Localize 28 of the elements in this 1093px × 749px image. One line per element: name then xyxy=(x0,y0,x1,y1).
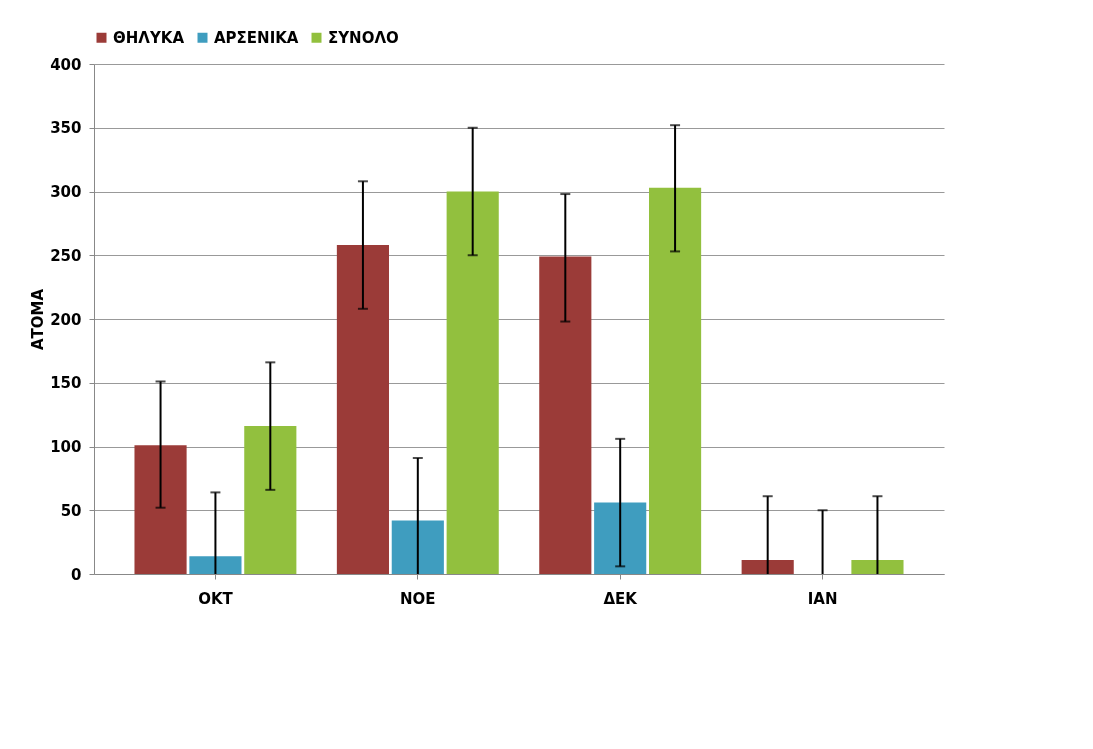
legend-label: ΘΗΛΥΚΑ xyxy=(113,28,185,47)
x-tick-label: ΔΕΚ xyxy=(603,589,639,608)
bar xyxy=(336,245,389,574)
y-tick-label: 350 xyxy=(50,119,82,138)
bar xyxy=(244,426,297,574)
x-tick-label: ΙΑΝ xyxy=(807,589,838,608)
bar xyxy=(446,191,499,574)
bar xyxy=(594,502,647,574)
bar xyxy=(741,559,794,574)
y-tick-label: 50 xyxy=(60,501,82,520)
bar xyxy=(391,520,444,574)
legend-label: ΣΥΝΟΛΟ xyxy=(328,28,399,47)
y-tick-label: 400 xyxy=(50,55,82,74)
bar xyxy=(851,559,904,574)
bar xyxy=(539,256,592,574)
legend-label: ΑΡΣΕΝΙΚΑ xyxy=(214,28,299,47)
x-tick-label: ΟΚΤ xyxy=(198,589,234,608)
y-tick-label: 300 xyxy=(50,183,82,201)
y-tick-label: 150 xyxy=(50,374,82,393)
y-tick-label: 0 xyxy=(71,565,82,584)
y-tick-label: 200 xyxy=(50,310,82,329)
bar xyxy=(189,556,242,574)
y-tick-label: 100 xyxy=(50,438,82,456)
x-tick-label: ΝΟΕ xyxy=(400,589,436,608)
y-axis-title: ΑΤΟΜΑ xyxy=(29,288,48,351)
bar xyxy=(134,445,187,574)
bar xyxy=(649,187,702,574)
y-tick-label: 250 xyxy=(50,246,82,265)
